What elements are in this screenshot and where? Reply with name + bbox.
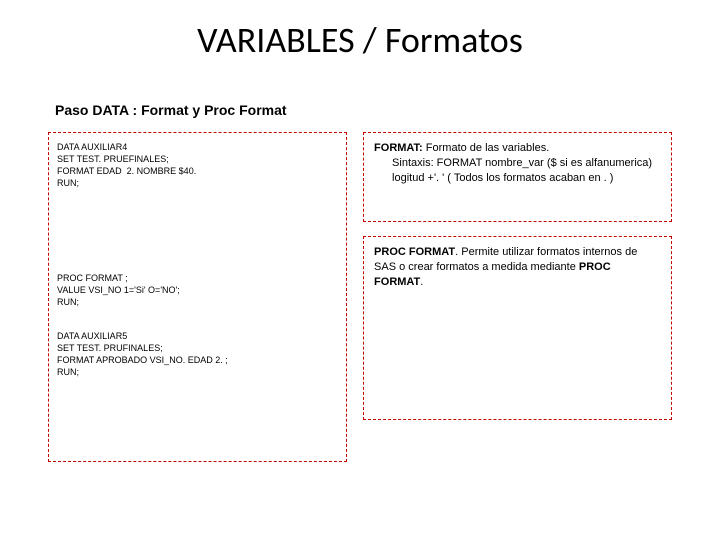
proc-format-desc2: . <box>420 276 423 288</box>
code-line: DATA AUXILIAR5 <box>57 330 338 342</box>
slide-subtitle: Paso DATA : Format y Proc Format <box>55 102 720 118</box>
code-line: FORMAT EDAD 2. NOMBRE $40. <box>57 165 338 177</box>
right-column: FORMAT: Formato de las variables. Sintax… <box>363 132 672 462</box>
proc-format-description-box: PROC FORMAT. Permite utilizar formatos i… <box>363 236 672 420</box>
code-line: FORMAT APROBADO VSI_NO. EDAD 2. ; <box>57 354 338 366</box>
format-label: FORMAT: <box>374 142 423 154</box>
proc-format-label: PROC FORMAT <box>374 246 455 258</box>
code-line: VALUE VSI_NO 1='Si' O='NO'; <box>57 284 338 296</box>
proc-format-line: PROC FORMAT. Permite utilizar formatos i… <box>374 245 661 290</box>
slide-title: VARIABLES / Formatos <box>0 18 720 62</box>
code-block-2: PROC FORMAT ; VALUE VSI_NO 1='Si' O='NO'… <box>57 272 338 308</box>
code-line: RUN; <box>57 296 338 308</box>
code-box-left: DATA AUXILIAR4 SET TEST. PRUEFINALES; FO… <box>48 132 347 462</box>
code-line: DATA AUXILIAR4 <box>57 141 338 153</box>
format-line: FORMAT: Formato de las variables. <box>374 141 661 156</box>
code-line: SET TEST. PRUFINALES; <box>57 342 338 354</box>
format-syntax: Sintaxis: FORMAT nombre_var ($ si es alf… <box>392 156 661 186</box>
format-description-box: FORMAT: Formato de las variables. Sintax… <box>363 132 672 222</box>
code-line: PROC FORMAT ; <box>57 272 338 284</box>
content-columns: DATA AUXILIAR4 SET TEST. PRUEFINALES; FO… <box>0 132 720 462</box>
format-desc: Formato de las variables. <box>423 142 550 154</box>
code-line: RUN; <box>57 177 338 189</box>
code-line: RUN; <box>57 366 338 378</box>
code-block-1: DATA AUXILIAR4 SET TEST. PRUEFINALES; FO… <box>57 141 338 190</box>
code-block-3: DATA AUXILIAR5 SET TEST. PRUFINALES; FOR… <box>57 330 338 379</box>
code-line: SET TEST. PRUEFINALES; <box>57 153 338 165</box>
